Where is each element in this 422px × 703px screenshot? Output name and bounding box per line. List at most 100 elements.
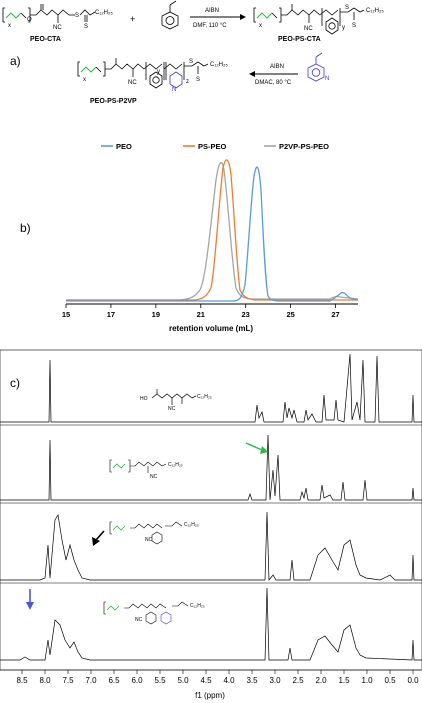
nmr-tick-label: 1.0	[361, 676, 373, 685]
gpc-trace-ps-peo	[66, 159, 358, 301]
y-subscript: y	[342, 25, 345, 31]
nmr-tick-label: 8.5	[16, 676, 28, 685]
plus-sign: +	[130, 14, 135, 24]
gpc-tick-label: 19	[152, 310, 160, 319]
peo-cta-label: PEO-CTA	[30, 36, 61, 43]
n-label: N	[325, 76, 329, 82]
nmr-tick-label: 2.0	[315, 676, 327, 685]
aibn-label-1: AIBN	[205, 8, 219, 14]
green-arrow	[245, 442, 263, 451]
peo-ps-p2vp-label: PEO-PS-P2VP	[90, 98, 137, 105]
nmr-tick-label: 4.5	[200, 676, 212, 685]
black-arrow	[95, 530, 105, 541]
peo-ps-cta-label: PEO-PS-CTA	[278, 36, 321, 43]
gpc-trace-peo	[66, 166, 359, 302]
nmr-spectrum-peo-ps-p2vp	[0, 587, 422, 661]
condition-1: DMF, 110 °C	[193, 23, 227, 29]
peo-cta-mini-structure	[109, 459, 167, 473]
aibn-label-2: AIBN	[270, 64, 284, 70]
nmr-tick-label: 6.0	[131, 676, 143, 685]
s-label: S	[196, 77, 200, 83]
gpc-tick-label: 15	[62, 310, 70, 319]
blue-arrow-head	[26, 602, 34, 610]
legend-ps-peo: PS-PEO	[198, 142, 227, 151]
gpc-tick-label: 23	[242, 310, 250, 319]
vinylpyridine-structure	[307, 52, 325, 82]
gpc-x-ticks: 15 17 19 21 23 25 27	[62, 304, 340, 319]
peo-ps-cta-mini-structure	[109, 521, 183, 545]
gpc-tick-label: 17	[107, 310, 115, 319]
panel-b-label: b)	[20, 221, 31, 235]
nc-label: NC	[145, 537, 153, 543]
s-label: S	[345, 5, 349, 11]
panel-a-label: a)	[10, 54, 21, 68]
nmr-tick-label: 2.5	[292, 676, 304, 685]
c12h25-label: C₁₂H₂₅	[366, 8, 384, 14]
panel-c-label: c)	[10, 376, 20, 390]
z-subscript: z	[186, 79, 189, 85]
green-arrow-head	[260, 446, 268, 454]
nc-label: NC	[135, 617, 143, 623]
nmr-tick-label: 0.5	[384, 676, 396, 685]
nc-label: NC	[304, 26, 313, 32]
s-label: S	[352, 23, 356, 29]
y-subscript: y	[157, 69, 160, 75]
nmr-tick-label: 0.0	[407, 676, 419, 685]
nmr-tick-label: 3.0	[269, 676, 281, 685]
legend-p2vp-ps-peo: P2VP-PS-PEO	[279, 142, 329, 151]
gpc-tick-label: 25	[286, 310, 294, 319]
nmr-tick-label: 1.5	[338, 676, 350, 685]
nc-label: NC	[53, 25, 62, 31]
nc-label: NC	[150, 474, 158, 480]
nmr-tick-label: 5.5	[154, 676, 166, 685]
s-label: S	[189, 59, 193, 65]
gpc-trace-p2vp-ps-peo	[66, 161, 359, 301]
n-label: N	[172, 87, 176, 93]
c12h25-label: C₁₂H₂₅	[168, 462, 183, 468]
nmr-x-axis-label: f1 (ppm)	[195, 691, 225, 700]
legend-peo: PEO	[116, 142, 132, 151]
nmr-tick-label: 6.5	[108, 676, 120, 685]
nmr-tick-label: 7.0	[85, 676, 97, 685]
nmr-tick-label: 4.0	[223, 676, 235, 685]
peo-ps-cta-structure	[253, 4, 365, 35]
gpc-x-axis-label: retention volume (mL)	[169, 324, 253, 333]
cta-structure	[151, 389, 197, 405]
s-label: S	[84, 24, 88, 30]
black-arrow-head	[92, 537, 100, 546]
nmr-tick-label: 8.0	[39, 676, 51, 685]
c12h25-label: C₁₂H₂₅	[184, 522, 199, 528]
reaction-arrow-2-head	[249, 71, 255, 77]
nc-label: NC	[168, 406, 176, 412]
reaction-scheme: O x NC S S C₁₂H₂₅ PEO-CTA + AIBN DMF, 11…	[2, 0, 384, 105]
x-subscript: x	[8, 23, 11, 29]
nmr-tick-label: 7.5	[62, 676, 74, 685]
nmr-spectra: c) HO NC C₁₂H₂₅ NC C₁₂H₂	[0, 349, 422, 700]
o-label: O	[27, 17, 32, 23]
s-label: S	[75, 13, 79, 19]
peo-cta-structure	[2, 4, 96, 23]
gpc-tick-label: 21	[197, 310, 205, 319]
peo-ps-p2vp-mini-structure	[103, 601, 189, 625]
nmr-tick-label: 3.5	[246, 676, 258, 685]
c12h25-label: C₁₂H₂₅	[210, 62, 228, 68]
c12h25-label: C₁₂H₂₅	[190, 603, 205, 609]
nmr-spectrum-cta	[0, 353, 422, 423]
nmr-spectrum-peo-ps-cta	[0, 511, 422, 581]
gpc-chart: b) PEO PS-PEO P2VP-PS-PEO 15 17 19 21 23 25 27…	[20, 142, 359, 333]
condition-2: DMAC, 80 °C	[255, 80, 292, 86]
nc-label: NC	[128, 80, 137, 86]
x-subscript: x	[83, 77, 86, 83]
ho-label: HO	[140, 396, 148, 402]
nmr-x-ticks: 8.5 8.0 7.5 7.0 6.5 6.0 5.5 5.0 4.5 4.0 3.5 3.0 2.5 2…	[16, 670, 419, 685]
c12h25-label: C₁₂H₂₅	[197, 394, 212, 400]
peo-ps-p2vp-structure	[77, 58, 209, 89]
nmr-spectrum-peo-cta	[0, 434, 422, 501]
c12h25-label: C₁₂H₂₅	[95, 10, 113, 16]
gpc-tick-label: 27	[331, 310, 339, 319]
styrene-structure	[161, 0, 179, 30]
nmr-tick-label: 5.0	[177, 676, 189, 685]
x-subscript: x	[259, 23, 262, 29]
reaction-arrow-1-head	[240, 14, 246, 20]
